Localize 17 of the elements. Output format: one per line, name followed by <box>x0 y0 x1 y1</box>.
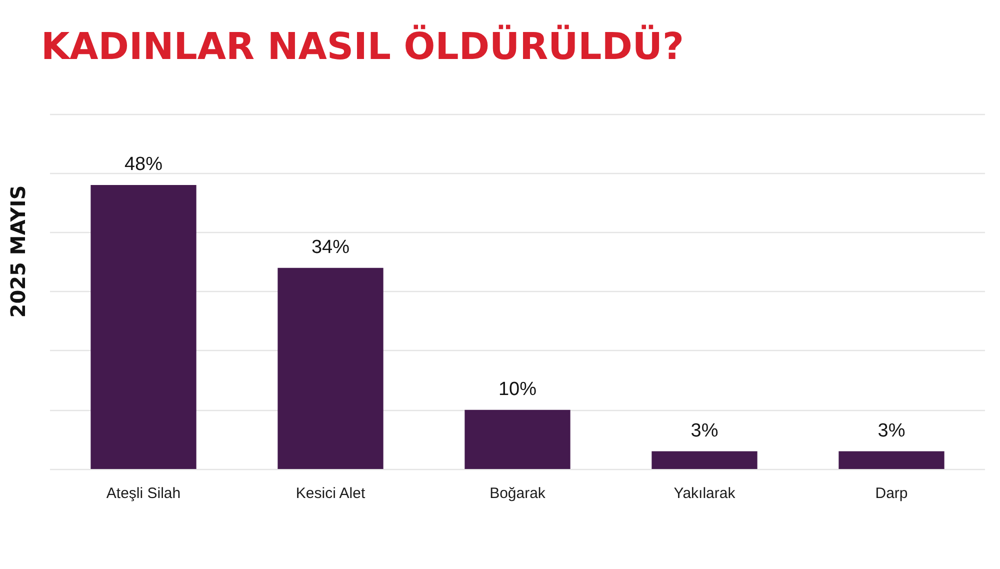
data-label: 3% <box>878 420 906 442</box>
bar <box>90 185 196 469</box>
bar <box>652 451 758 469</box>
x-tick-label: Yakılarak <box>674 485 736 502</box>
x-tick-label: Kesici Alet <box>296 485 366 502</box>
chart-title: KADINLAR NASIL ÖLDÜRÜLDÜ? <box>41 24 684 68</box>
data-label: 10% <box>498 378 537 400</box>
data-label: 34% <box>311 236 350 258</box>
y-axis-title: 2025 MAYIS <box>6 185 30 318</box>
data-label: 48% <box>124 154 163 175</box>
x-tick-label: Boğarak <box>490 485 546 502</box>
bar <box>838 451 944 469</box>
x-tick-label: Ateşli Silah <box>106 485 181 502</box>
x-tick-label: Darp <box>875 485 908 502</box>
bar <box>278 268 384 469</box>
bar <box>464 410 570 469</box>
data-label: 3% <box>690 420 718 442</box>
